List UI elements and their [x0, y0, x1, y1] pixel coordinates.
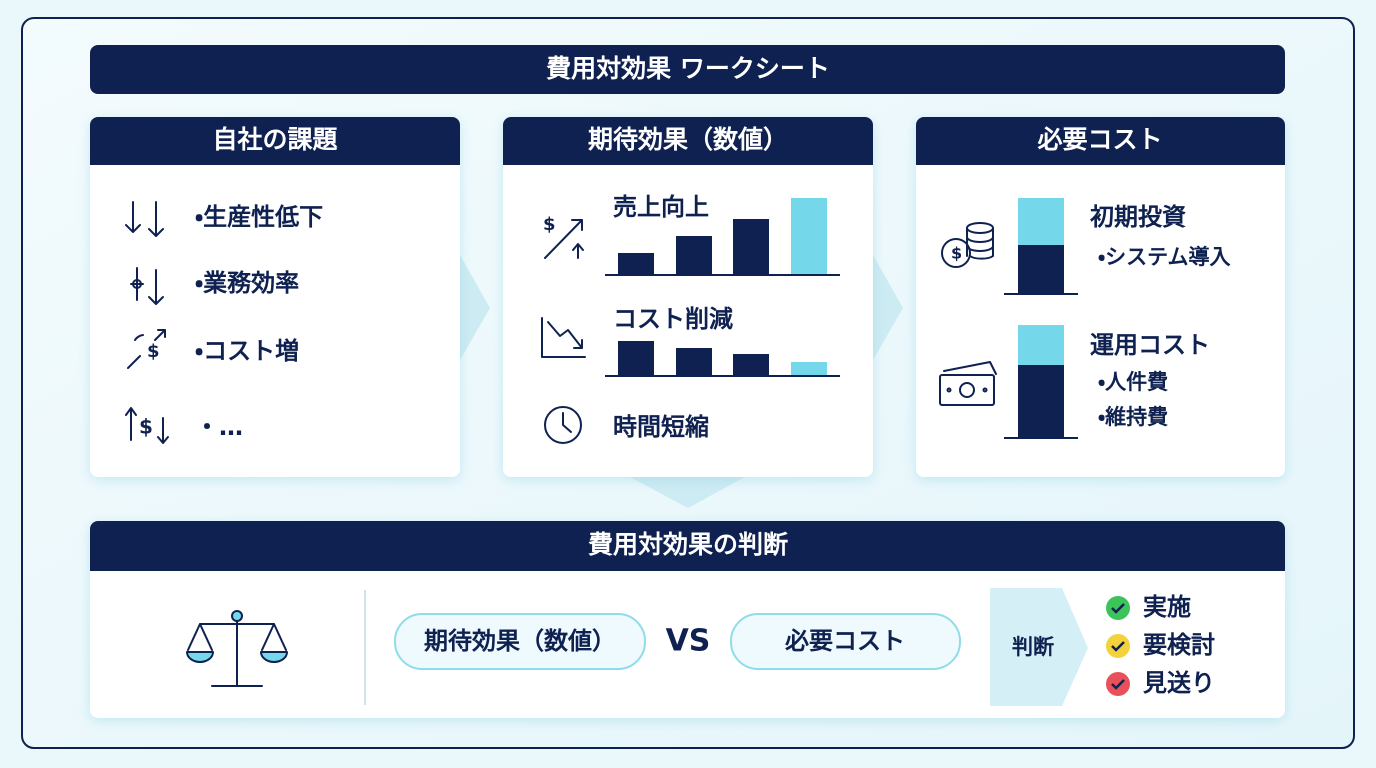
arrow [630, 477, 745, 508]
bar [1018, 245, 1064, 293]
issue: ・… [195, 413, 243, 441]
bar [733, 354, 769, 375]
issue: ・業務効率 [195, 269, 299, 297]
panel: 自社の課題 $ $ ・生産性低下 ・業務効率 ・コスト増 ・… [90, 117, 460, 477]
benefit: コスト削減 [613, 305, 733, 333]
bar [1018, 365, 1064, 437]
title-bar [90, 45, 1285, 94]
icon: $ [127, 329, 166, 369]
panel: 期待効果（数値） $ 売上向上 コスト削減 時間短縮 [503, 117, 873, 477]
icon: $ [125, 407, 169, 444]
cost-detail: ・人件費 [1098, 370, 1168, 394]
panel-title: 費用対効果の判断 [588, 530, 788, 559]
check [1111, 603, 1125, 690]
panel: 必要コスト $ 初期投資 ・システム導入 運用コスト ・人件費 ・維持費 [916, 117, 1285, 477]
decision: 判断 [1012, 635, 1054, 659]
benefit: 売上向上 [613, 193, 709, 221]
panel-title: 必要コスト [1037, 125, 1162, 154]
outcome: 見送り [1143, 669, 1215, 697]
icon-text: $ [139, 415, 153, 439]
bar [1018, 325, 1064, 365]
panel-body [916, 117, 1285, 477]
cost-detail: ・システム導入 [1098, 245, 1231, 269]
bar [618, 341, 654, 375]
panel-title: 自社の課題 [212, 125, 338, 154]
scale-icon [186, 610, 288, 687]
cost-label: 運用コスト [1090, 331, 1210, 359]
judgement: 費用対効果の判断 期待効果（数値） VS 必要コスト 判断 実施 要検討 見送り [90, 521, 1285, 718]
outcome: 要検討 [1143, 631, 1215, 659]
icon [541, 317, 586, 358]
pill [730, 613, 961, 670]
pill [394, 613, 646, 670]
compare-left: 期待効果（数値） [424, 627, 616, 655]
benefit: 時間短縮 [613, 413, 709, 441]
icon-text: $ [951, 244, 962, 263]
panel-header [503, 117, 873, 165]
cost-detail: ・維持費 [1098, 405, 1168, 429]
status-icon [1106, 672, 1130, 696]
panel-header [916, 117, 1285, 165]
icon [125, 201, 164, 237]
title: 費用対効果 ワークシート [546, 54, 830, 83]
panel-header [90, 521, 1285, 571]
icon [544, 406, 582, 444]
bar-illustration [605, 198, 840, 276]
bar [791, 198, 827, 274]
icon [939, 361, 997, 406]
icon [130, 267, 164, 305]
bar [676, 236, 712, 274]
panel-title: 期待効果（数値） [588, 125, 788, 154]
decision-arrow [990, 588, 1088, 706]
bar [1018, 198, 1064, 245]
bar [676, 348, 712, 375]
bar [733, 219, 769, 274]
icon: $ [941, 222, 994, 268]
cost-label: 初期投資 [1089, 203, 1186, 231]
compare-right: 必要コスト [785, 627, 905, 655]
issue: ・コスト増 [195, 337, 299, 365]
icon-text: $ [147, 341, 160, 362]
panel-body [503, 117, 873, 477]
bar-illustration [605, 341, 840, 377]
arrow [460, 255, 490, 360]
status-icon [1106, 634, 1130, 658]
panel-header [90, 117, 460, 165]
status-icon [1106, 596, 1130, 620]
arrow [873, 255, 903, 360]
vs: VS [666, 624, 711, 659]
bar [791, 362, 827, 375]
icon: $ [543, 214, 584, 259]
outcome: 実施 [1143, 593, 1191, 621]
icon-text: $ [543, 214, 556, 235]
panel-body [90, 117, 460, 477]
issue: ・生産性低下 [195, 203, 323, 231]
bar [618, 253, 654, 274]
